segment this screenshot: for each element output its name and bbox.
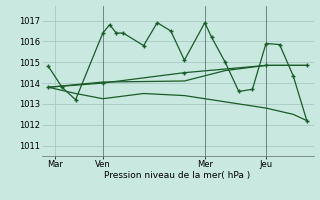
X-axis label: Pression niveau de la mer( hPa ): Pression niveau de la mer( hPa ) [104,171,251,180]
